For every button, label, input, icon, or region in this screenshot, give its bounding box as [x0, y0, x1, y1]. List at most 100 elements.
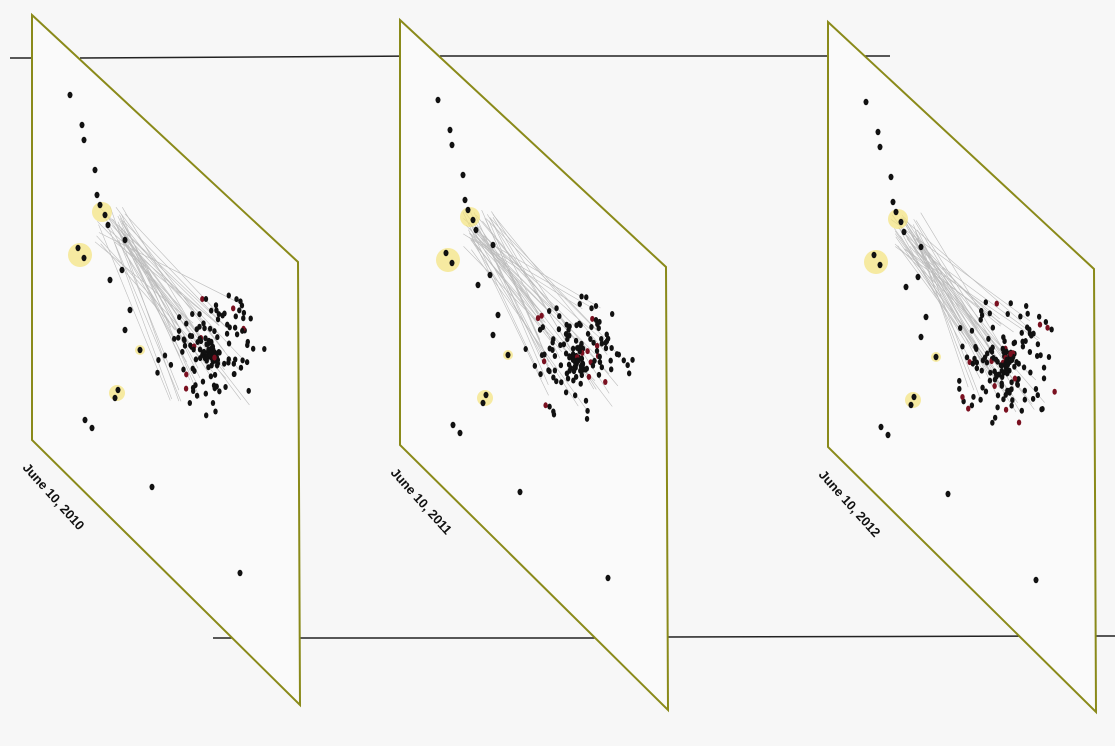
- node: [980, 357, 986, 364]
- node: [551, 374, 556, 381]
- node: [957, 385, 962, 392]
- node: [184, 320, 189, 327]
- edge: [476, 231, 546, 329]
- node: [107, 276, 113, 284]
- node: [172, 335, 177, 342]
- node: [579, 293, 584, 300]
- node: [566, 326, 571, 333]
- node: [984, 359, 990, 366]
- node: [538, 371, 543, 378]
- node: [226, 340, 232, 347]
- node: [240, 357, 245, 364]
- node: [1052, 388, 1057, 395]
- edge: [121, 220, 190, 345]
- node: [1011, 340, 1016, 347]
- node: [216, 311, 222, 318]
- node: [213, 302, 219, 309]
- node: [226, 359, 231, 366]
- node: [1041, 375, 1047, 382]
- node: [190, 387, 196, 394]
- node: [180, 348, 185, 355]
- node: [462, 196, 468, 204]
- node: [978, 396, 983, 403]
- node: [238, 364, 244, 371]
- node: [200, 378, 206, 385]
- node: [908, 401, 914, 409]
- node: [197, 323, 202, 330]
- edge: [920, 212, 1017, 371]
- node: [187, 400, 193, 407]
- edge: [489, 247, 549, 385]
- node: [435, 96, 441, 104]
- node: [241, 315, 246, 322]
- node: [609, 366, 614, 373]
- node: [224, 330, 230, 337]
- node: [585, 330, 591, 337]
- node: [1034, 353, 1040, 360]
- node: [201, 348, 207, 355]
- node: [1009, 379, 1014, 386]
- edge: [114, 241, 212, 319]
- node: [626, 370, 632, 377]
- node: [227, 324, 232, 331]
- node: [240, 327, 245, 334]
- node: [460, 171, 466, 179]
- edge: [463, 233, 583, 310]
- node: [572, 364, 577, 371]
- node: [177, 314, 182, 321]
- node: [983, 388, 989, 395]
- node: [203, 390, 209, 397]
- edge: [117, 221, 191, 381]
- node: [999, 373, 1005, 380]
- node: [1027, 349, 1033, 356]
- node: [590, 362, 596, 369]
- node: [595, 321, 600, 328]
- node: [556, 326, 562, 333]
- node: [207, 351, 213, 358]
- node: [208, 345, 214, 352]
- node: [551, 411, 557, 418]
- node: [200, 295, 205, 302]
- node: [495, 311, 501, 319]
- node: [1037, 321, 1043, 328]
- edge: [472, 229, 596, 354]
- node: [234, 296, 239, 303]
- node: [226, 292, 231, 299]
- node: [217, 349, 222, 356]
- node: [1016, 419, 1022, 426]
- node: [589, 324, 594, 331]
- node: [918, 243, 924, 251]
- node: [958, 324, 963, 331]
- node: [563, 389, 569, 396]
- node: [1021, 364, 1027, 371]
- edge: [462, 211, 542, 379]
- node: [1022, 387, 1027, 394]
- node: [878, 423, 884, 431]
- node: [547, 307, 552, 314]
- node: [449, 259, 455, 267]
- node: [97, 201, 103, 209]
- node: [245, 342, 250, 349]
- node: [182, 342, 188, 349]
- node: [81, 254, 87, 262]
- node: [596, 371, 602, 378]
- node: [203, 296, 209, 303]
- node: [593, 303, 599, 310]
- edge: [484, 235, 575, 326]
- node: [89, 424, 95, 432]
- node: [594, 342, 600, 349]
- edge: [913, 219, 991, 349]
- node: [1018, 313, 1023, 320]
- node: [992, 383, 997, 390]
- node: [570, 345, 576, 352]
- node: [591, 339, 596, 346]
- node: [532, 362, 538, 369]
- node: [192, 368, 197, 375]
- edge: [472, 234, 561, 316]
- node: [204, 341, 209, 348]
- node: [583, 366, 588, 373]
- node: [1015, 381, 1020, 388]
- edge: [916, 238, 989, 317]
- node: [79, 121, 85, 129]
- node: [979, 312, 985, 319]
